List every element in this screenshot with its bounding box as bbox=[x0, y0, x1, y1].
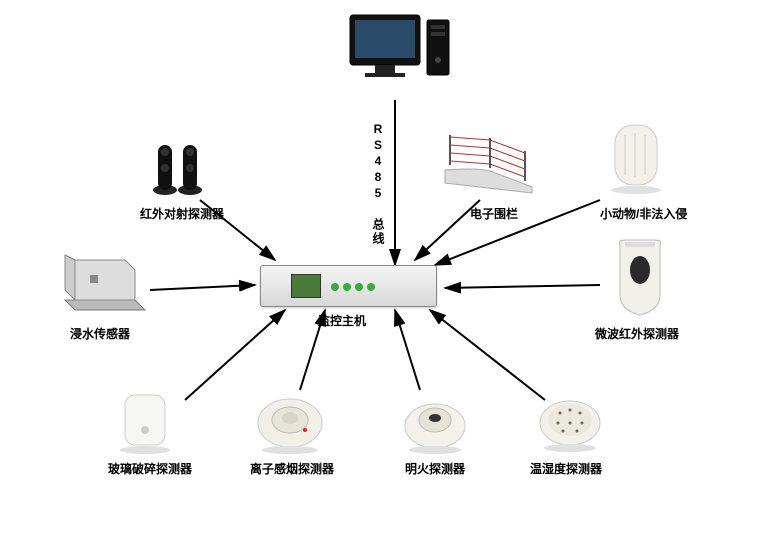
label-center: 监控主机 bbox=[318, 312, 366, 329]
label-rs485: RS485 总线 bbox=[370, 122, 387, 246]
label-fire: 明火探测器 bbox=[405, 460, 465, 477]
label-microwave-ir: 微波红外探测器 bbox=[595, 325, 679, 342]
label-small-animal: 小动物/非法入侵 bbox=[600, 205, 687, 222]
label-e-fence: 电子围栏 bbox=[470, 205, 518, 222]
device-monitor-host bbox=[260, 265, 435, 305]
label-temp-humidity: 温湿度探测器 bbox=[530, 460, 602, 477]
label-ir-beam: 红外对射探测器 bbox=[140, 205, 224, 222]
label-water: 浸水传感器 bbox=[70, 325, 130, 342]
label-ion-smoke: 离子感烟探测器 bbox=[250, 460, 334, 477]
label-glass: 玻璃破碎探测器 bbox=[108, 460, 192, 477]
